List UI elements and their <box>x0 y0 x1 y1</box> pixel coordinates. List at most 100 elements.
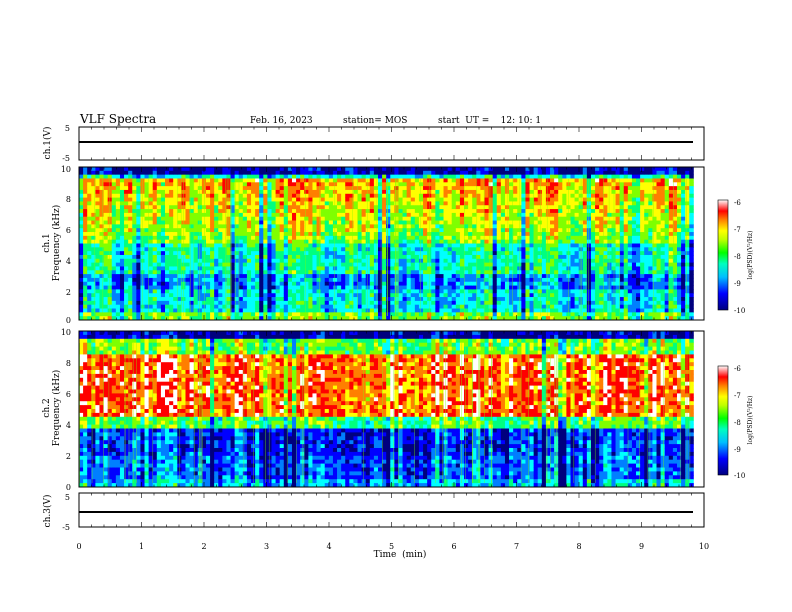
spectrogram-cell <box>435 251 440 256</box>
spectrogram-cell <box>140 209 145 214</box>
spectrogram-cell <box>99 316 104 321</box>
spectrogram-cell <box>558 254 563 260</box>
spectrogram-cell <box>95 167 100 172</box>
spectrogram-cell <box>320 186 326 191</box>
spectrogram-cell <box>394 167 399 172</box>
spectrogram-cell <box>189 274 195 279</box>
spectrogram-cell <box>545 312 551 317</box>
spectrogram-cell <box>533 174 539 179</box>
spectrogram-cell <box>107 293 113 298</box>
spectrogram-cell <box>566 167 571 172</box>
spectrogram-cell <box>140 186 145 191</box>
spectrogram-cell <box>398 170 403 176</box>
spectrogram-cell <box>308 300 313 306</box>
spectrogram-cell <box>214 189 219 195</box>
spectrogram-cell <box>267 178 272 183</box>
spectrogram-cell <box>365 209 371 214</box>
spectrogram-cell <box>119 224 125 229</box>
spectrogram-cell <box>177 216 182 221</box>
spectrogram-cell <box>517 193 522 199</box>
spectrogram-cell <box>271 201 276 206</box>
spectrogram-cell <box>480 212 485 218</box>
spectrogram-cell <box>345 182 350 187</box>
spectrogram-cell <box>251 304 256 309</box>
spectrogram-cell <box>275 224 281 229</box>
spectrogram-cell <box>124 274 129 279</box>
spectrogram-cell <box>435 182 440 187</box>
spectrogram-cell <box>558 189 563 195</box>
spectrogram-cell <box>447 216 453 221</box>
spectrogram-cell <box>369 189 375 195</box>
spectrogram-cell <box>238 228 244 233</box>
spectrogram-cell <box>136 205 141 210</box>
spectrogram-cell <box>312 167 317 172</box>
spectrogram-cell <box>324 274 330 279</box>
spectrogram-cell <box>87 182 92 187</box>
spectrogram-cell <box>418 270 424 275</box>
spectrogram-cell <box>148 308 154 313</box>
spectrogram-cell <box>259 316 264 321</box>
spectrogram-cell <box>574 220 580 225</box>
spectrogram-cell <box>480 312 485 317</box>
spectrogram-cell <box>361 186 367 191</box>
spectrogram-cell <box>136 262 141 267</box>
spectrogram-cell <box>353 300 358 306</box>
spectrogram-cell <box>410 277 416 283</box>
spectrogram-cell <box>500 170 506 176</box>
spectrogram-cell <box>136 266 141 271</box>
spectrogram-cell <box>160 212 166 218</box>
spectrogram-cell <box>119 232 125 237</box>
spectrogram-cell <box>144 285 150 290</box>
spectrogram-cell <box>136 293 141 298</box>
spectrogram-cell <box>373 300 379 306</box>
spectrogram-cell <box>91 251 96 256</box>
spectrogram-cell <box>468 205 473 210</box>
spectrogram-cell <box>472 289 477 294</box>
spectrogram-cell <box>279 270 285 275</box>
spectrogram-cell <box>234 308 240 313</box>
spectrogram-cell <box>378 167 383 172</box>
spectrogram-cell <box>87 293 92 298</box>
spectrogram-cell <box>328 300 334 306</box>
spectrogram-cell <box>337 312 342 317</box>
spectrogram-cell <box>468 312 473 317</box>
spectrogram-cell <box>464 293 469 298</box>
spectrogram-cell <box>382 220 387 225</box>
spectrogram-cell <box>365 170 371 176</box>
spectrogram-cell <box>398 258 403 264</box>
spectrogram-cell <box>144 193 150 199</box>
spectrogram-cell <box>275 174 281 179</box>
spectrogram-cell <box>160 201 166 206</box>
spectrogram-cell <box>492 235 498 241</box>
spectrogram-cell <box>459 297 465 302</box>
spectrogram-cell <box>390 251 395 256</box>
spectrogram-cell <box>562 258 567 264</box>
spectrogram-cell <box>87 281 92 286</box>
spectrogram-cell <box>537 304 543 309</box>
spectrogram-cell <box>574 235 580 241</box>
spectrogram-cell <box>435 262 440 267</box>
spectrogram-cell <box>148 209 154 214</box>
spectrogram-cell <box>439 277 444 283</box>
spectrogram-cell <box>132 239 137 244</box>
spectrogram-cell <box>390 297 395 302</box>
spectrogram-cell <box>115 220 121 225</box>
spectrogram-cell <box>148 220 154 225</box>
spectrogram-cell <box>332 209 338 214</box>
spectrogram-cell <box>87 205 92 210</box>
spectrogram-cell <box>193 243 199 248</box>
spectrogram-cell <box>476 254 481 260</box>
spectrogram-cell <box>410 174 416 179</box>
spectrogram-cell <box>79 216 84 221</box>
spectrogram-cell <box>504 304 510 309</box>
spectrogram-cell <box>570 316 575 321</box>
spectrogram-cell <box>279 212 285 218</box>
spectrogram-cell <box>558 228 563 233</box>
spectrogram-cell <box>132 297 137 302</box>
spectrogram-cell <box>222 262 227 267</box>
spectrogram-cell <box>398 193 403 199</box>
spectrogram-cell <box>308 312 313 317</box>
spectrogram-cell <box>291 316 297 321</box>
spectrogram-cell <box>353 235 358 241</box>
spectrogram-cell <box>435 300 440 306</box>
